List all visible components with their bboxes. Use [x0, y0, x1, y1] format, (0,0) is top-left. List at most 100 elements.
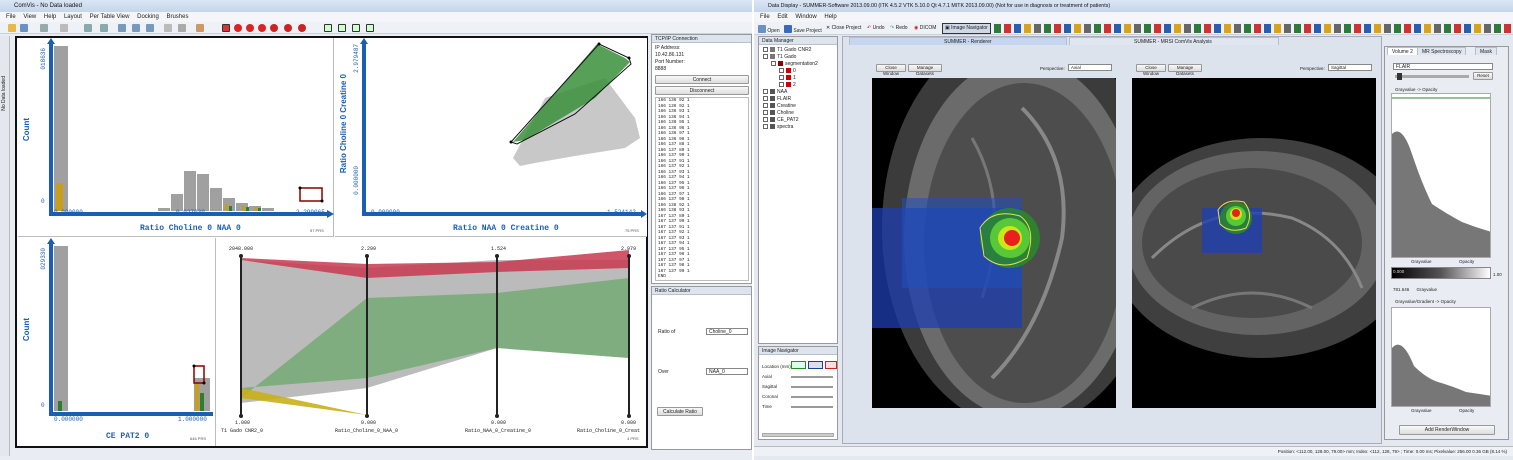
- close-window-button[interactable]: Close Window: [876, 64, 906, 76]
- coronal-slider[interactable]: [791, 396, 833, 398]
- red-dot6-icon[interactable]: [298, 24, 306, 32]
- close-window-button[interactable]: Close Window: [1136, 64, 1166, 76]
- brush-select-icon[interactable]: [222, 24, 230, 32]
- menu-layout[interactable]: Layout: [63, 14, 82, 20]
- perspective-select[interactable]: Axial: [1068, 64, 1112, 71]
- tab-mask[interactable]: Mask: [1475, 47, 1497, 55]
- tree-item-ce-pat2[interactable]: CE_PAT2: [763, 117, 799, 124]
- location-field-x[interactable]: [791, 361, 806, 369]
- perspective-select[interactable]: Sagittal: [1328, 64, 1372, 71]
- red-dot2-icon[interactable]: [246, 24, 254, 32]
- tree-item-segmentation2[interactable]: segmentation2: [771, 61, 818, 68]
- grid3-icon[interactable]: [146, 24, 154, 32]
- visibility-checkbox[interactable]: [779, 75, 784, 81]
- disconnect-button[interactable]: Disconnect: [655, 86, 749, 95]
- hist-icon[interactable]: [84, 24, 92, 32]
- tab-renderer[interactable]: SUMMER - Renderer: [849, 37, 1067, 45]
- tab-mr-spectroscopy[interactable]: MR Spectroscopy: [1417, 47, 1467, 55]
- tree-item-1[interactable]: 1: [779, 75, 796, 82]
- red-dot-icon[interactable]: [234, 24, 242, 32]
- over-select[interactable]: NAA_0: [706, 368, 748, 375]
- tree-item-t1-gado[interactable]: T1 Gado: [763, 54, 796, 61]
- port-value[interactable]: 8888: [655, 66, 667, 72]
- tree-item-flair[interactable]: FLAIR: [763, 96, 791, 103]
- menu-view[interactable]: View: [23, 14, 37, 20]
- side-tab[interactable]: No Data loaded: [0, 36, 10, 456]
- tree-item-choline[interactable]: Choline: [763, 110, 794, 117]
- menu-docking[interactable]: Docking: [137, 14, 159, 20]
- reset-button[interactable]: Reset: [1473, 72, 1493, 80]
- tree-item-t1-gado-cnr2[interactable]: T1 Gado CNR2: [763, 47, 811, 54]
- grid2-icon[interactable]: [132, 24, 140, 32]
- colormap-bar[interactable]: [1391, 267, 1491, 279]
- ratio-of-select[interactable]: Choline_0: [706, 328, 748, 335]
- grid-icon[interactable]: [118, 24, 126, 32]
- tree-item-creatine[interactable]: Creatine: [763, 103, 796, 110]
- visibility-checkbox[interactable]: [763, 54, 768, 60]
- close-project-button[interactable]: ✕ Close Project: [826, 25, 862, 31]
- menu-file[interactable]: File: [760, 14, 770, 20]
- scatter-view[interactable]: Ratio Choline 0 Creatine 0 2.979487 0.00…: [335, 38, 647, 237]
- tree-item-2[interactable]: 2: [779, 82, 796, 89]
- visibility-checkbox[interactable]: [763, 124, 768, 130]
- zoom-icon[interactable]: [196, 24, 204, 32]
- visibility-checkbox[interactable]: [763, 103, 768, 109]
- location-field-z[interactable]: [825, 361, 837, 369]
- menu-per-table-view[interactable]: Per Table View: [89, 14, 130, 20]
- opacity-transfer-chart[interactable]: [1391, 93, 1491, 258]
- pen-icon[interactable]: [324, 24, 332, 32]
- visibility-checkbox[interactable]: [763, 117, 768, 123]
- volume-select[interactable]: FLAIR: [1393, 63, 1493, 70]
- parallel-icon[interactable]: [178, 24, 186, 32]
- connect-button[interactable]: Connect: [655, 75, 749, 84]
- image-navigator-button[interactable]: ▣ Image Navigator: [942, 23, 991, 34]
- visibility-checkbox[interactable]: [763, 110, 768, 116]
- menu-window[interactable]: Window: [795, 14, 817, 20]
- nav-scrollbar[interactable]: [762, 433, 834, 437]
- undo-button[interactable]: ↶ Undo: [867, 25, 885, 31]
- redo-button[interactable]: ↷ Redo: [890, 25, 908, 31]
- visibility-checkbox[interactable]: [763, 96, 768, 102]
- time-slider[interactable]: [791, 406, 833, 408]
- manage-datasets-button[interactable]: Manage Datasets: [1168, 64, 1202, 76]
- manage-datasets-button[interactable]: Manage Datasets: [908, 64, 942, 76]
- menu-brushes[interactable]: Brushes: [166, 14, 189, 20]
- range-slider[interactable]: [1395, 75, 1469, 78]
- histogram-view-2[interactable]: Count 029330 0 0.000000 1.000000 CE PAT2…: [18, 238, 216, 446]
- scatter-icon[interactable]: [164, 24, 172, 32]
- table-icon[interactable]: [40, 24, 48, 32]
- chart-icon[interactable]: [60, 24, 68, 32]
- red-dot4-icon[interactable]: [270, 24, 278, 32]
- menu-file[interactable]: File: [6, 14, 16, 20]
- mri-axial-view[interactable]: [872, 78, 1116, 408]
- slider-handle[interactable]: [1397, 73, 1402, 80]
- tab-mrsi-comvis[interactable]: SUMMER - MRSI ComVis Analysis: [1069, 37, 1279, 45]
- visibility-checkbox[interactable]: [779, 68, 784, 74]
- bar-icon[interactable]: [100, 24, 108, 32]
- open-button[interactable]: Open: [758, 24, 780, 36]
- histogram-view-1[interactable]: Count 018636 0 0.000000 0.927039 2.29906…: [18, 38, 334, 237]
- calculate-ratio-button[interactable]: Calculate Ratio: [657, 407, 703, 416]
- sagittal-slider[interactable]: [791, 386, 833, 388]
- save-project-button[interactable]: Save Project: [784, 24, 822, 36]
- visibility-checkbox[interactable]: [763, 47, 768, 53]
- visibility-checkbox[interactable]: [763, 89, 768, 95]
- gradient-transfer-chart[interactable]: [1391, 307, 1491, 407]
- red-dot3-icon[interactable]: [258, 24, 266, 32]
- tree-item-naa[interactable]: NAA: [763, 89, 787, 96]
- open-icon[interactable]: [8, 24, 16, 32]
- mri-sagittal-view[interactable]: [1132, 78, 1376, 408]
- pen2-icon[interactable]: [338, 24, 346, 32]
- pen3-icon[interactable]: [352, 24, 360, 32]
- add-render-window-button[interactable]: Add RenderWindow: [1399, 425, 1495, 435]
- menu-help[interactable]: Help: [824, 14, 837, 20]
- menu-edit[interactable]: Edit: [777, 14, 788, 20]
- parallel-coordinates-view[interactable]: 2048.000 2.299 1.524 2.979 1.000 0.000 0…: [217, 238, 646, 446]
- pen4-icon[interactable]: [366, 24, 374, 32]
- save-icon[interactable]: [20, 24, 28, 32]
- location-field-y[interactable]: [808, 361, 823, 369]
- axial-slider[interactable]: [791, 376, 833, 378]
- menu-help[interactable]: Help: [43, 14, 57, 20]
- tree-item-spectra[interactable]: spectra: [763, 124, 793, 131]
- tab-volume-2[interactable]: Volume 2: [1387, 47, 1418, 55]
